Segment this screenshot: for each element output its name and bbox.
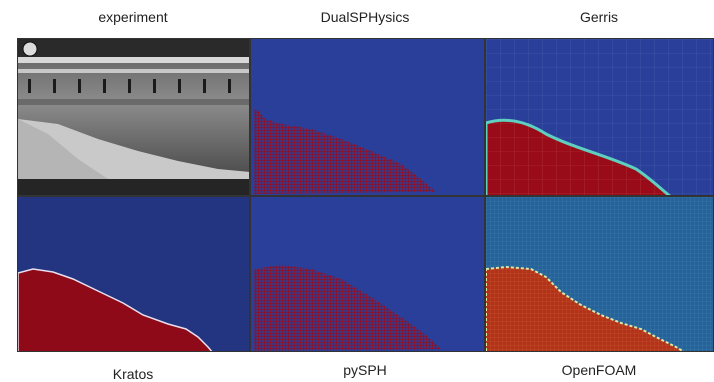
label-experiment: experiment xyxy=(98,9,168,25)
panel-kratos xyxy=(17,196,250,352)
label-kratos: Kratos xyxy=(112,366,154,382)
panel-dualsphysics xyxy=(250,38,485,196)
gerris-sim xyxy=(486,39,713,195)
label-gerris: Gerris xyxy=(579,9,619,25)
panel-gerris xyxy=(485,38,714,196)
panel-openfoam xyxy=(485,196,714,352)
pysph-sim xyxy=(251,197,484,351)
label-openfoam: OpenFOAM xyxy=(561,362,637,378)
label-dualsphysics: DualSPHysics xyxy=(320,9,410,25)
kratos-sim xyxy=(18,197,249,351)
panel-experiment xyxy=(17,38,250,196)
experiment-photo xyxy=(18,39,249,195)
dualsphysics-sim xyxy=(251,39,484,195)
panel-pysph xyxy=(250,196,485,352)
label-pysph: pySPH xyxy=(343,362,387,378)
openfoam-sim xyxy=(486,197,713,351)
